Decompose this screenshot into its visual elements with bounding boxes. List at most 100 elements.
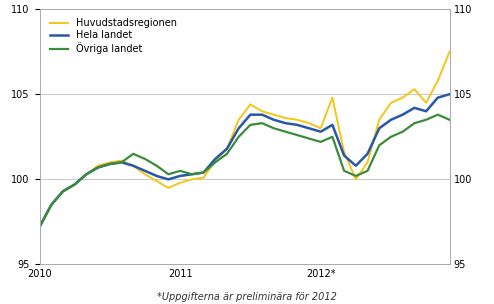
- Övriga landet: [224, 152, 230, 156]
- Hela landet: [130, 164, 136, 168]
- Övriga landet: [388, 135, 394, 139]
- Huvudstadsregionen: [236, 118, 242, 122]
- Hela landet: [247, 113, 253, 116]
- Hela landet: [236, 126, 242, 130]
- Övriga landet: [107, 162, 113, 166]
- Övriga landet: [189, 172, 195, 176]
- Huvudstadsregionen: [294, 118, 300, 122]
- Övriga landet: [365, 169, 370, 173]
- Hela landet: [388, 118, 394, 122]
- Hela landet: [447, 92, 453, 96]
- Text: *Uppgifterna är preliminära för 2012: *Uppgifterna är preliminära för 2012: [157, 292, 337, 302]
- Huvudstadsregionen: [142, 172, 148, 176]
- Huvudstadsregionen: [400, 96, 406, 99]
- Hela landet: [119, 161, 124, 164]
- Hela landet: [400, 113, 406, 116]
- Huvudstadsregionen: [72, 183, 78, 186]
- Övriga landet: [294, 133, 300, 137]
- Huvudstadsregionen: [447, 50, 453, 54]
- Övriga landet: [60, 189, 66, 193]
- Huvudstadsregionen: [271, 113, 277, 116]
- Hela landet: [212, 157, 218, 161]
- Övriga landet: [412, 121, 417, 125]
- Huvudstadsregionen: [283, 116, 288, 120]
- Huvudstadsregionen: [37, 225, 42, 229]
- Huvudstadsregionen: [189, 178, 195, 181]
- Hela landet: [259, 113, 265, 116]
- Huvudstadsregionen: [365, 161, 370, 164]
- Övriga landet: [142, 157, 148, 161]
- Huvudstadsregionen: [412, 87, 417, 91]
- Hela landet: [283, 121, 288, 125]
- Övriga landet: [318, 140, 324, 144]
- Legend: Huvudstadsregionen, Hela landet, Övriga landet: Huvudstadsregionen, Hela landet, Övriga …: [48, 16, 179, 56]
- Hela landet: [107, 162, 113, 166]
- Övriga landet: [271, 126, 277, 130]
- Huvudstadsregionen: [165, 186, 171, 190]
- Huvudstadsregionen: [48, 203, 54, 207]
- Övriga landet: [83, 172, 89, 176]
- Övriga landet: [259, 121, 265, 125]
- Övriga landet: [329, 135, 335, 139]
- Huvudstadsregionen: [154, 179, 160, 183]
- Övriga landet: [130, 152, 136, 156]
- Huvudstadsregionen: [247, 103, 253, 106]
- Line: Övriga landet: Övriga landet: [40, 115, 450, 227]
- Hela landet: [142, 169, 148, 173]
- Övriga landet: [37, 225, 42, 229]
- Övriga landet: [72, 183, 78, 186]
- Hela landet: [376, 126, 382, 130]
- Hela landet: [318, 130, 324, 133]
- Huvudstadsregionen: [201, 176, 206, 179]
- Hela landet: [37, 225, 42, 229]
- Hela landet: [365, 152, 370, 156]
- Line: Hela landet: Hela landet: [40, 94, 450, 227]
- Övriga landet: [247, 123, 253, 127]
- Huvudstadsregionen: [119, 159, 124, 162]
- Övriga landet: [119, 161, 124, 164]
- Huvudstadsregionen: [83, 172, 89, 176]
- Huvudstadsregionen: [130, 164, 136, 168]
- Hela landet: [423, 109, 429, 113]
- Hela landet: [271, 118, 277, 122]
- Övriga landet: [376, 143, 382, 147]
- Hela landet: [60, 189, 66, 193]
- Huvudstadsregionen: [212, 159, 218, 162]
- Hela landet: [177, 174, 183, 178]
- Hela landet: [165, 178, 171, 181]
- Hela landet: [353, 164, 359, 168]
- Huvudstadsregionen: [306, 121, 312, 125]
- Hela landet: [189, 172, 195, 176]
- Huvudstadsregionen: [341, 150, 347, 154]
- Hela landet: [294, 123, 300, 127]
- Övriga landet: [154, 164, 160, 168]
- Hela landet: [95, 166, 101, 169]
- Övriga landet: [423, 118, 429, 122]
- Hela landet: [329, 123, 335, 127]
- Övriga landet: [212, 161, 218, 164]
- Huvudstadsregionen: [177, 181, 183, 185]
- Huvudstadsregionen: [388, 101, 394, 105]
- Huvudstadsregionen: [60, 189, 66, 193]
- Huvudstadsregionen: [224, 147, 230, 150]
- Övriga landet: [306, 137, 312, 140]
- Hela landet: [48, 203, 54, 207]
- Övriga landet: [165, 172, 171, 176]
- Huvudstadsregionen: [107, 161, 113, 164]
- Huvudstadsregionen: [435, 79, 441, 82]
- Hela landet: [412, 106, 417, 110]
- Övriga landet: [95, 166, 101, 169]
- Hela landet: [341, 154, 347, 157]
- Övriga landet: [341, 169, 347, 173]
- Hela landet: [154, 174, 160, 178]
- Övriga landet: [353, 174, 359, 178]
- Huvudstadsregionen: [329, 96, 335, 99]
- Huvudstadsregionen: [423, 101, 429, 105]
- Hela landet: [224, 147, 230, 150]
- Huvudstadsregionen: [376, 118, 382, 122]
- Huvudstadsregionen: [259, 109, 265, 113]
- Hela landet: [306, 126, 312, 130]
- Övriga landet: [400, 130, 406, 133]
- Hela landet: [201, 171, 206, 174]
- Övriga landet: [201, 171, 206, 174]
